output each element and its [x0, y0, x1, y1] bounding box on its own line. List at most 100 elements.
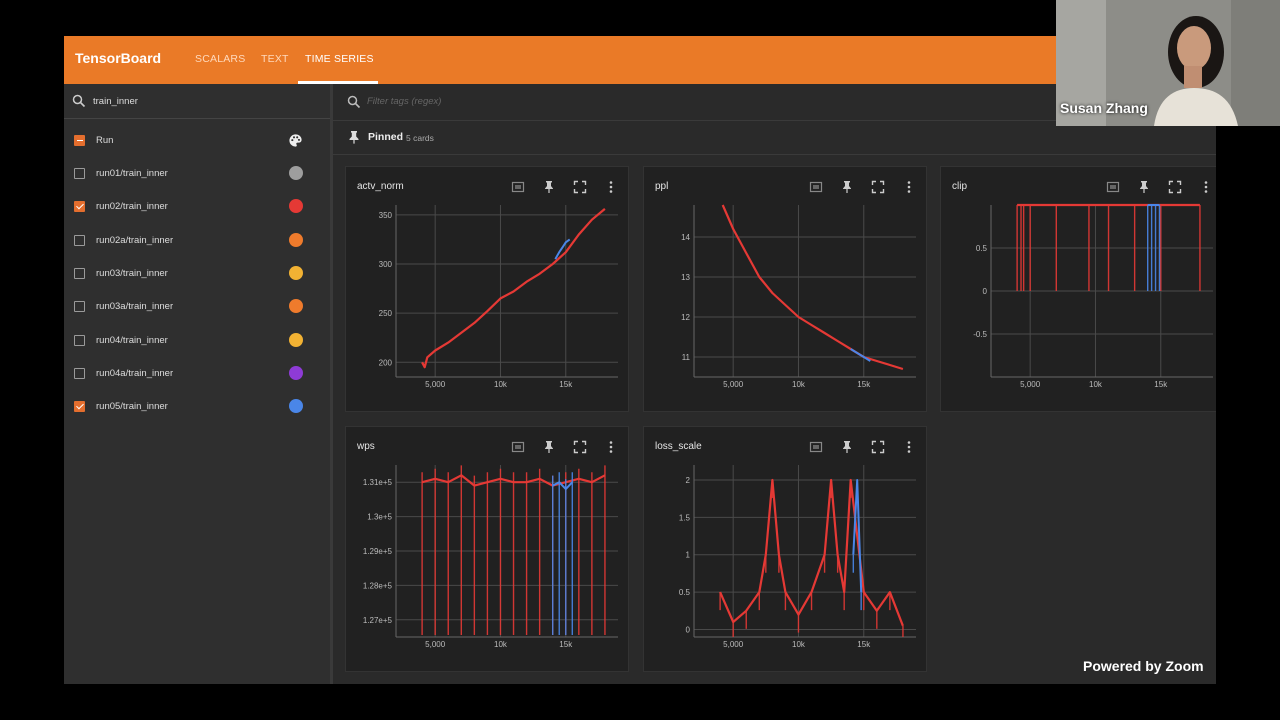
fit-domain-icon[interactable]	[511, 440, 525, 454]
run-checkbox[interactable]	[74, 234, 85, 246]
section-divider	[333, 154, 1216, 155]
run-label: run03/train_inner	[96, 267, 168, 279]
line-chart[interactable]: 1.27e+5 1.28e+5 1.29e+5 1.3e+5 1.31e+5 5,000 1…	[346, 427, 628, 671]
select-all-checkbox[interactable]	[74, 135, 85, 146]
run-checkbox[interactable]	[74, 201, 85, 213]
run-color-swatch[interactable]	[289, 166, 303, 180]
more-options-icon[interactable]	[902, 180, 916, 194]
zoom-branding: Powered by Zoom	[1083, 658, 1204, 674]
runs-sidebar: train_inner Run run01/train_inner run02/t…	[64, 84, 333, 684]
tab-scalars[interactable]: SCALARS	[195, 53, 246, 65]
run-label: run02/train_inner	[96, 201, 168, 213]
fit-domain-icon[interactable]	[1106, 180, 1120, 194]
pin-icon[interactable]	[1137, 180, 1151, 194]
chart-title: wps	[357, 441, 375, 452]
top-app-bar: TensorBoard SCALARS TEXT TIME SERIES	[64, 36, 1216, 84]
speaker-video-image	[1056, 0, 1280, 126]
pin-icon[interactable]	[840, 440, 854, 454]
run-row[interactable]: run02a/train_inner	[64, 224, 330, 257]
run-filter-input[interactable]: train_inner	[93, 96, 138, 107]
run-checkbox[interactable]	[74, 401, 85, 413]
run-row[interactable]: run05/train_inner	[64, 390, 330, 423]
line-chart[interactable]: -0.5 0 0.5 5,000 10k 15k	[941, 167, 1216, 411]
fit-domain-icon[interactable]	[809, 440, 823, 454]
line-chart[interactable]: 11 12 13 14 5,000 10k 15k	[644, 167, 926, 411]
run-row[interactable]: run04a/train_inner	[64, 357, 330, 390]
run-checkbox[interactable]	[74, 367, 85, 379]
run-checkbox[interactable]	[74, 267, 85, 279]
y-tick-label: 11	[682, 353, 691, 362]
y-tick-label: 1.5	[679, 513, 691, 522]
y-tick-label: 0	[686, 626, 691, 635]
x-tick-label: 15k	[857, 640, 871, 649]
search-icon	[347, 95, 361, 109]
series-line	[552, 481, 574, 491]
x-tick-label: 10k	[1089, 380, 1103, 389]
run-color-swatch[interactable]	[289, 265, 303, 280]
tag-filter-bar[interactable]: Filter tags (regex)	[333, 84, 1216, 121]
y-tick-label: 1.29e+5	[363, 547, 393, 556]
run-row[interactable]: run03a/train_inner	[64, 290, 330, 323]
fullscreen-icon[interactable]	[871, 180, 885, 194]
chart-card-actv-norm: actv_norm 200 250 300 350 5,000 10k 15k	[345, 166, 629, 412]
fullscreen-icon[interactable]	[1168, 180, 1182, 194]
run-label: run01/train_inner	[96, 168, 168, 179]
run-checkbox[interactable]	[74, 334, 85, 346]
pinned-label: Pinned	[368, 131, 404, 143]
chart-title: loss_scale	[655, 441, 702, 452]
more-options-icon[interactable]	[1199, 180, 1213, 194]
run-row[interactable]: run02/train_inner	[64, 190, 330, 223]
series-line	[719, 478, 904, 627]
x-tick-label: 5,000	[425, 640, 446, 649]
series-line	[421, 208, 606, 369]
y-tick-label: 13	[681, 273, 690, 282]
line-chart[interactable]: 0 0.5 1 1.5 2 5,000 10k 15k	[644, 427, 926, 671]
more-options-icon[interactable]	[902, 440, 916, 454]
run-checkbox[interactable]	[74, 301, 85, 313]
x-tick-label: 5,000	[723, 640, 744, 649]
run-row[interactable]: run01/train_inner	[64, 157, 330, 190]
run-row[interactable]: run03/train_inner	[64, 257, 330, 290]
fullscreen-icon[interactable]	[871, 440, 885, 454]
run-row[interactable]: run04/train_inner	[64, 324, 330, 357]
tab-time-series[interactable]: TIME SERIES	[305, 53, 374, 65]
pinned-section-header: Pinned 5 cards	[333, 121, 1216, 153]
more-options-icon[interactable]	[604, 180, 618, 194]
y-tick-label: 14	[681, 233, 690, 242]
runs-header-row: Run	[64, 124, 330, 157]
tag-filter-input[interactable]: Filter tags (regex)	[367, 96, 442, 107]
run-color-swatch[interactable]	[289, 399, 303, 414]
chart-title: actv_norm	[357, 181, 404, 192]
run-color-swatch[interactable]	[289, 365, 303, 380]
fullscreen-icon[interactable]	[573, 180, 587, 194]
line-chart[interactable]: 200 250 300 350 5,000 10k 15k	[346, 167, 628, 411]
fit-domain-icon[interactable]	[809, 180, 823, 194]
run-color-swatch[interactable]	[289, 232, 303, 247]
pin-icon[interactable]	[542, 180, 556, 194]
app-title: TensorBoard	[75, 50, 162, 66]
y-tick-label: 1.3e+5	[367, 513, 392, 522]
run-checkbox[interactable]	[74, 168, 85, 179]
y-tick-label: 350	[379, 211, 393, 220]
speaker-name: Susan Zhang	[1060, 100, 1148, 116]
tab-text[interactable]: TEXT	[261, 53, 289, 65]
run-color-swatch[interactable]	[289, 199, 303, 214]
x-tick-label: 15k	[857, 380, 871, 389]
chart-card-wps: wps 1.27e+5 1.28e+5 1.29e+5 1.3e+5 1.31e+5 5,0…	[345, 426, 629, 672]
y-tick-label: 200	[379, 358, 393, 367]
chart-title: ppl	[655, 181, 669, 192]
search-icon	[72, 94, 86, 108]
x-tick-label: 5,000	[425, 380, 446, 389]
run-filter-field[interactable]: train_inner	[64, 84, 330, 119]
fit-domain-icon[interactable]	[511, 180, 525, 194]
pin-icon[interactable]	[840, 180, 854, 194]
fullscreen-icon[interactable]	[573, 440, 587, 454]
run-color-swatch[interactable]	[289, 299, 303, 314]
run-color-swatch[interactable]	[289, 332, 303, 347]
pin-icon[interactable]	[542, 440, 556, 454]
y-tick-label: 1.28e+5	[363, 581, 393, 590]
active-tab-indicator	[298, 81, 378, 84]
y-tick-label: 300	[379, 260, 393, 269]
more-options-icon[interactable]	[604, 440, 618, 454]
palette-icon[interactable]	[288, 133, 303, 148]
